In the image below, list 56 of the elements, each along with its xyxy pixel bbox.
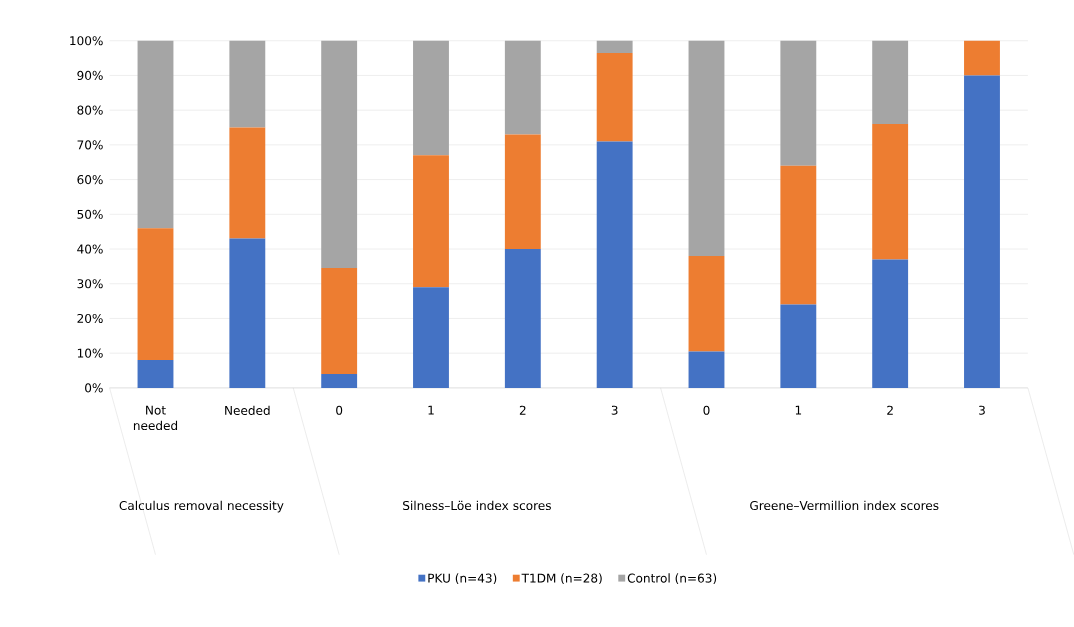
legend-label: T1DM (n=28) [521,573,602,584]
text: Greene–Vermillion index scores [750,500,939,510]
x-tick-label: Needed [225,405,270,415]
bar [413,287,449,388]
legend-label: Control (n=63) [627,573,717,584]
x-tick-label: 0 [703,405,710,415]
bar [780,40,817,166]
x-tick-label: Not needed [133,405,178,430]
x-tick-label: 3 [979,405,985,415]
bar [688,40,725,256]
legend-label: PKU (n=43) [428,573,497,584]
y-tick-label: 70% [77,140,103,150]
x-tick-label: 3 [611,405,618,415]
bar [964,75,1000,388]
bar [872,40,909,124]
bar [596,40,633,53]
y-tick-label: 50% [77,209,103,219]
bar [137,359,174,388]
bar [413,40,449,156]
bar [688,351,725,388]
bar [321,40,358,268]
x-tick-label: 2 [887,405,893,415]
bar [504,40,541,135]
bar [596,52,633,142]
bar [321,267,358,374]
bar [872,123,909,260]
bar [137,227,174,360]
y-tick-label: 60% [77,174,103,184]
bar [321,373,358,388]
bar [964,40,1000,76]
bar [596,141,633,388]
x-tick-label: 1 [795,405,802,415]
y-tick-label: 80% [77,105,103,115]
y-tick-label: 40% [77,244,103,254]
x-tick-label: 1 [428,405,434,415]
x-tick-label: 2 [519,405,526,415]
y-tick-label: 90% [77,70,103,80]
y-tick-label: 30% [77,278,103,289]
bar [780,304,817,388]
y-tick-label: 20% [77,313,103,323]
x-tick-label: 0 [336,405,343,415]
bar [229,40,266,128]
bar [229,238,266,388]
bar [413,155,449,288]
text: Silness–Löe index scores [403,500,551,510]
bar [504,134,541,249]
bar [137,40,174,228]
bar [780,165,817,305]
bar [688,255,725,352]
bar [229,127,266,239]
y-tick-label: 10% [77,348,103,358]
bar [872,259,909,388]
y-tick-label: 0% [85,383,103,393]
bar [504,248,541,388]
text: Calculus removal necessity [119,500,284,513]
y-tick-label: 100% [70,35,103,46]
